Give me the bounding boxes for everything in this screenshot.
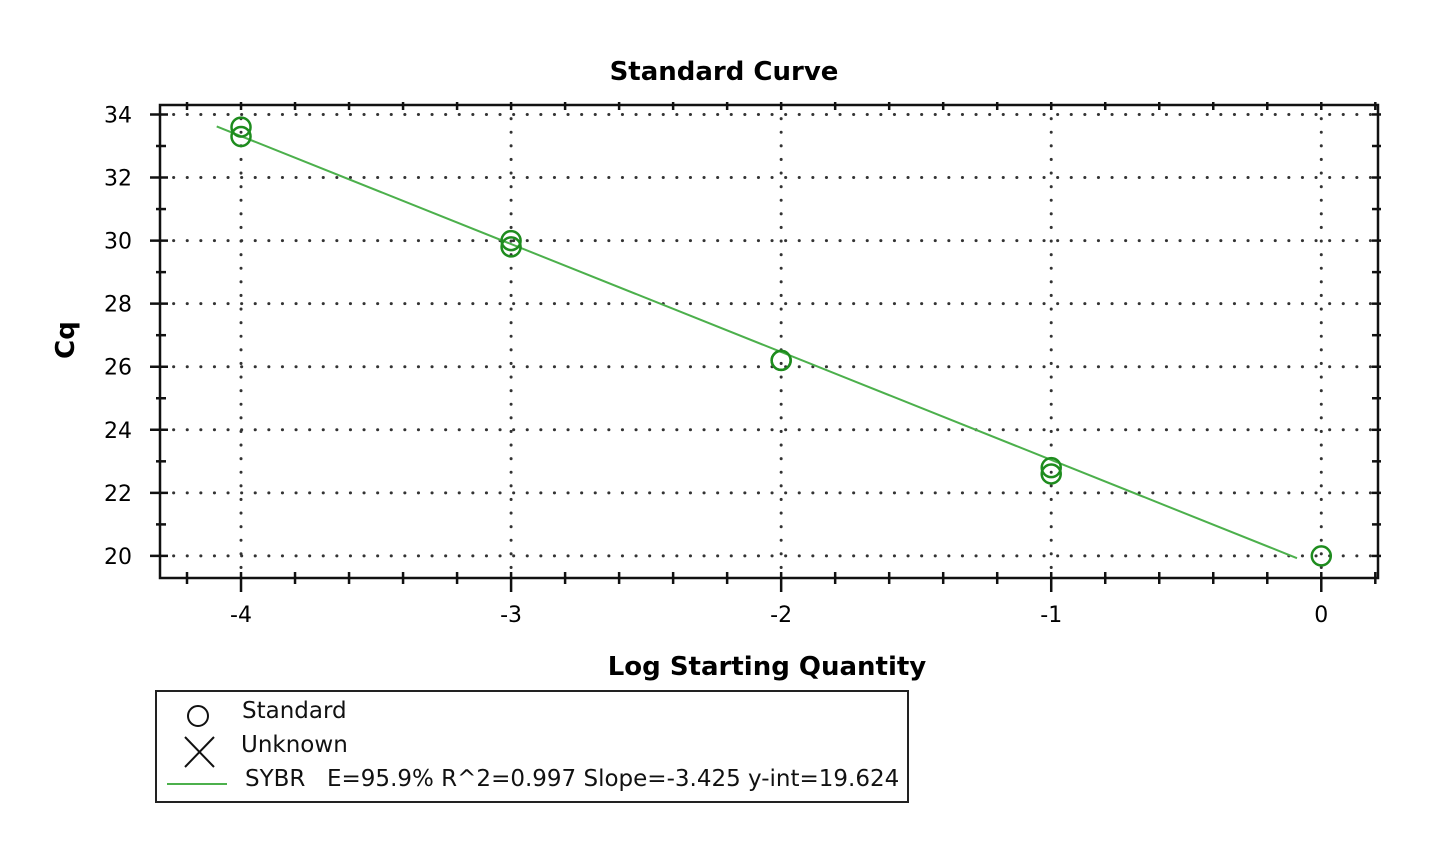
standard-point (1310, 545, 1333, 567)
x-tick-label: -2 (770, 603, 792, 628)
legend-sybr-stats: E=95.9% R^2=0.997 Slope=-3.425 y-int=19.… (327, 766, 900, 792)
y-tick-label: 28 (104, 293, 132, 318)
plot-frame (158, 103, 1380, 580)
standard-point (770, 349, 792, 372)
legend: Standard Unknown SYBR E=95.9% R^2=0.997 … (155, 690, 909, 803)
y-tick-label: 34 (104, 103, 132, 128)
y-tick-label: 22 (104, 482, 132, 507)
standard-point (500, 236, 522, 258)
standard-point (230, 125, 252, 148)
standard-point (1040, 456, 1062, 479)
regression-line (216, 125, 1298, 560)
x-tick-label: -4 (230, 603, 252, 628)
x-tick-label: -1 (1040, 603, 1062, 628)
x-icon (184, 736, 215, 768)
legend-sybr: SYBR (245, 766, 306, 792)
y-tick-label: 32 (104, 167, 132, 192)
circle-icon (187, 705, 209, 727)
chart-title: Standard Curve (610, 57, 839, 87)
y-tick-label: 30 (104, 230, 132, 255)
x-tick-label: 0 (1314, 603, 1328, 628)
standard-point (500, 229, 522, 252)
x-tick-label: -3 (500, 603, 522, 628)
x-axis-label: Log Starting Quantity (608, 652, 927, 682)
legend-standard: Standard (242, 698, 347, 724)
y-tick-label: 26 (104, 356, 132, 381)
y-tick-label: 20 (104, 545, 132, 570)
standard-point (1040, 463, 1062, 485)
y-axis-label: Cq (51, 321, 81, 359)
y-tick-label: 24 (104, 419, 132, 444)
standard-point (230, 116, 252, 138)
legend-unknown: Unknown (241, 732, 348, 758)
